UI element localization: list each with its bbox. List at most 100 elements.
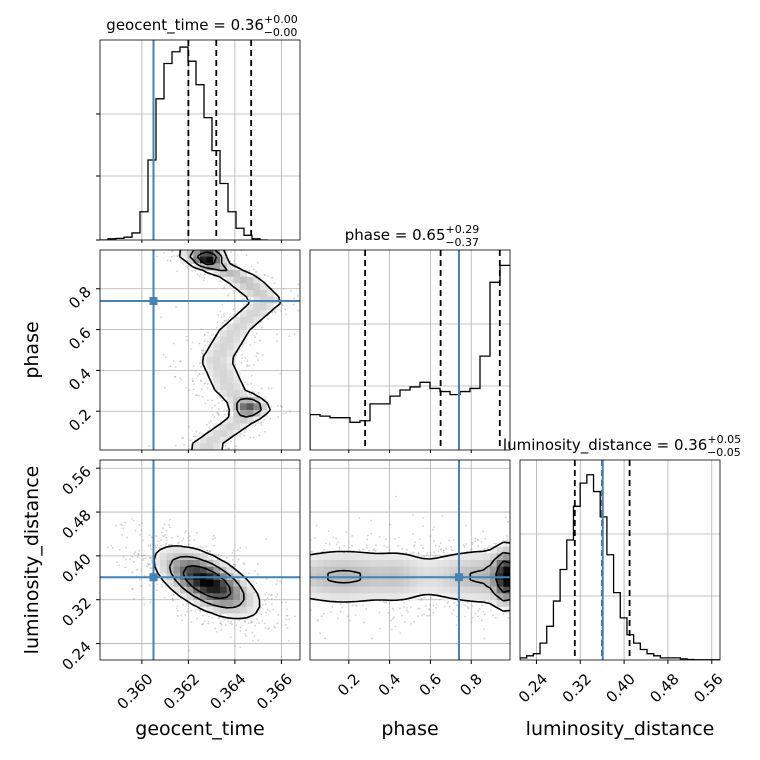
scatter-point <box>271 276 274 279</box>
density-cell <box>450 580 458 588</box>
scatter-point <box>290 290 292 292</box>
density-cell <box>403 566 411 574</box>
density-cell <box>430 580 438 588</box>
scatter-point <box>256 261 259 264</box>
scatter-point <box>174 444 177 447</box>
scatter-point <box>200 380 202 383</box>
scatter-point <box>176 255 179 258</box>
y-tick-label-phase: 0.8 <box>65 283 95 313</box>
scatter-point <box>430 597 433 599</box>
scatter-point <box>398 536 400 539</box>
scatter-point <box>507 521 509 523</box>
scatter-point <box>465 543 468 545</box>
scatter-point <box>216 321 219 324</box>
panel-frame <box>309 459 511 661</box>
hist-panel-luminosity_distance: luminosity_distance = 0.36+0.05 −0.05 <box>503 433 741 661</box>
scatter-point <box>354 604 357 607</box>
density-cell <box>316 586 324 594</box>
scatter-point <box>203 340 206 342</box>
scatter-point <box>236 549 239 552</box>
scatter-point <box>470 621 473 624</box>
density-cell <box>396 553 404 561</box>
scatter-point <box>393 537 396 540</box>
scatter-point <box>338 546 341 549</box>
density-cell <box>483 566 491 574</box>
panel-title-phase: phase = 0.65+0.29 −0.37 <box>345 223 480 249</box>
density-cell <box>370 566 378 574</box>
truth-marker <box>149 573 158 582</box>
scatter-point <box>474 612 477 615</box>
scatter-point <box>260 421 263 424</box>
scatter-point <box>141 555 143 558</box>
density-cell <box>226 343 234 351</box>
density-cell <box>423 560 431 568</box>
scatter-point <box>186 266 189 269</box>
scatter-point <box>432 528 434 531</box>
scatter-point <box>450 549 453 551</box>
scatter-point <box>281 304 284 307</box>
scatter-point <box>202 349 205 352</box>
scatter-point <box>203 333 206 336</box>
density-cell <box>430 566 438 574</box>
density-cell <box>213 363 221 371</box>
scatter-point <box>271 311 274 314</box>
scatter-point <box>160 316 162 319</box>
histogram-luminosity_distance <box>520 474 720 660</box>
scatter-point <box>160 539 163 542</box>
scatter-point <box>214 537 217 540</box>
scatter-point <box>203 273 206 276</box>
scatter-point <box>296 295 299 297</box>
contour-level-1 <box>168 555 245 609</box>
scatter-point <box>196 531 198 534</box>
scatter-point <box>422 517 424 519</box>
scatter-point <box>144 557 147 560</box>
density-cell <box>260 303 268 311</box>
density-cell <box>383 586 391 594</box>
scatter-point <box>225 557 228 559</box>
density-cell <box>173 566 181 574</box>
scatter-point <box>284 308 287 311</box>
scatter-point <box>142 596 145 599</box>
scatter-point <box>391 607 394 610</box>
density-cell <box>463 560 471 568</box>
density-cell <box>226 276 234 284</box>
scatter-point <box>268 627 271 629</box>
density-cell <box>443 553 451 561</box>
scatter-point <box>464 524 467 527</box>
x-tick-label-phase: 0.8 <box>456 670 486 700</box>
scatter-point <box>328 543 331 545</box>
scatter-point <box>250 621 253 624</box>
scatter-point <box>310 609 312 612</box>
scatter-point <box>169 365 172 368</box>
density-cell <box>390 553 398 561</box>
density-cell <box>206 606 214 614</box>
density-cell <box>356 553 364 561</box>
scatter-point <box>214 404 217 407</box>
scatter-point <box>324 637 327 640</box>
scatter-point <box>147 563 150 566</box>
scatter-point <box>163 535 165 538</box>
x-axis-label-luminosity_distance: luminosity_distance <box>526 718 715 740</box>
density-cell <box>253 290 261 298</box>
scatter-point <box>319 632 322 635</box>
density-cell <box>213 436 221 444</box>
scatter-point <box>480 540 483 543</box>
scatter-point <box>186 339 189 342</box>
scatter-point <box>321 620 323 622</box>
scatter-point <box>176 605 179 607</box>
scatter-point <box>412 551 415 554</box>
scatter-point <box>264 622 266 625</box>
contour-level-2 <box>182 565 232 600</box>
scatter-point <box>225 319 228 322</box>
scatter-point <box>170 250 173 253</box>
scatter-point <box>219 310 222 313</box>
scatter-point <box>437 550 440 553</box>
density-cell <box>476 553 484 561</box>
scatter-point <box>318 302 320 304</box>
scatter-point <box>161 585 163 588</box>
density-cell <box>443 566 451 574</box>
y-axis-label-phase: phase <box>21 321 43 378</box>
joint-phase-luminosity_distance <box>310 460 510 660</box>
density-cell <box>376 560 384 568</box>
